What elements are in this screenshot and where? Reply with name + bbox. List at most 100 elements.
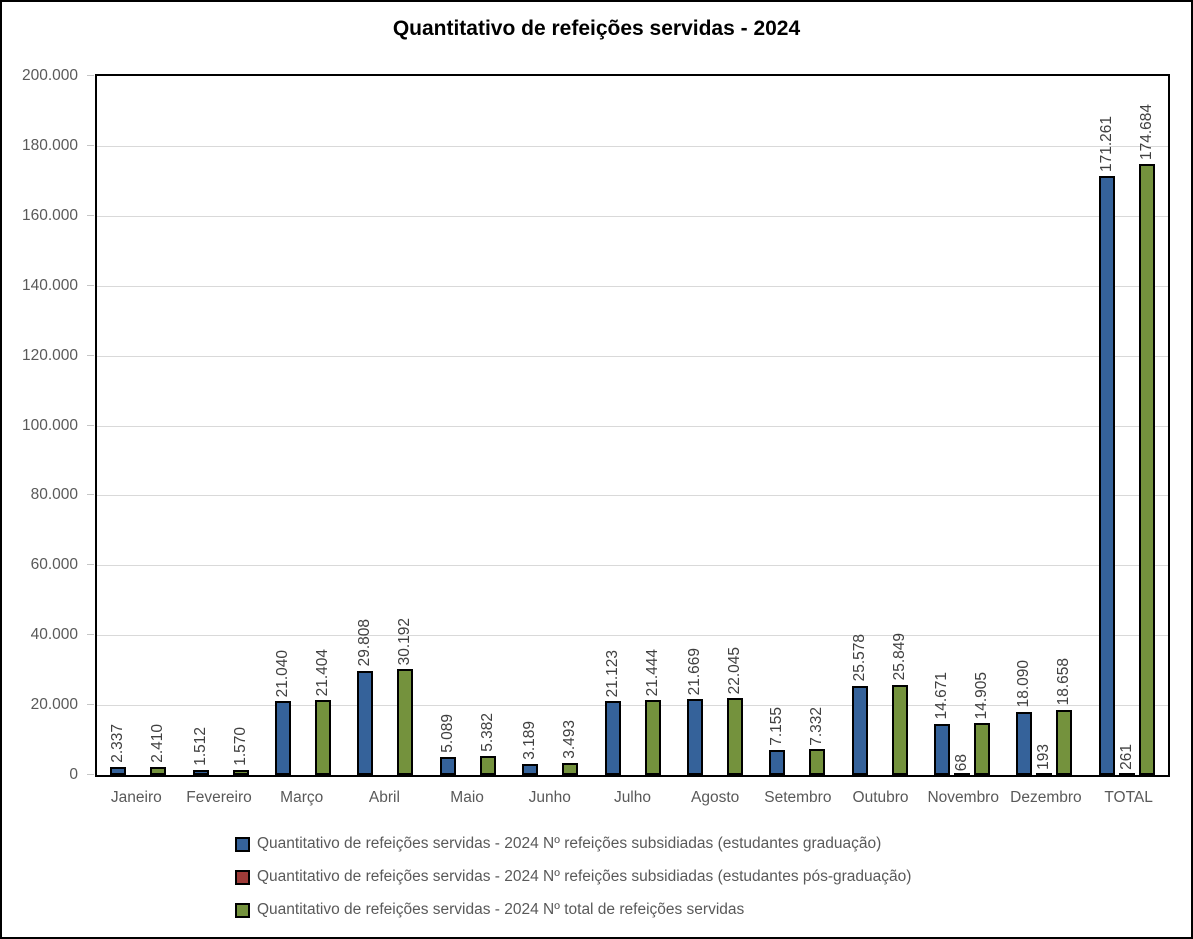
bar-slot-pos-graduacao: 68	[953, 76, 971, 775]
bar-slot-pos-graduacao	[542, 76, 558, 775]
bar-group: 21.123 21.444	[591, 76, 673, 775]
x-axis: Janeiro Fevereiro Março Abril Maio Junho Julho…	[95, 789, 1170, 807]
bar-group: 171.261 261 174.684	[1086, 76, 1168, 775]
y-axis-tick-label: 40.000	[30, 626, 78, 644]
bar-value-label: 18.090	[1015, 660, 1033, 708]
bar-slot-total: 3.493	[561, 76, 579, 775]
plot-area: 2.337 2.410 1.512 1.570 21.040 21.404 29.808 30…	[95, 74, 1170, 777]
y-axis-tick	[87, 214, 94, 216]
bar-graduacao	[357, 671, 374, 775]
bar-value-label: 7.332	[808, 706, 826, 746]
bar-value-label: 5.089	[438, 714, 456, 754]
bar-value-label: 29.808	[356, 619, 374, 667]
gridline	[97, 705, 1168, 707]
bar-value-label: 5.382	[478, 713, 496, 753]
y-axis-tick	[87, 564, 94, 566]
bar-value-label: 3.493	[561, 720, 579, 759]
bar-graduacao	[192, 770, 209, 775]
bar-slot-total: 2.410	[149, 76, 167, 775]
bar-value-label: 3.189	[521, 721, 539, 760]
y-axis-tick-label: 140.000	[21, 276, 78, 294]
bar-slot-total: 25.849	[890, 76, 908, 775]
bar-value-label: 7.155	[768, 707, 786, 746]
bar-value-label: 30.192	[396, 618, 414, 666]
bar-value-label: 25.849	[890, 633, 908, 681]
bar-slot-graduacao: 7.155	[768, 76, 786, 775]
bar-slot-total: 22.045	[726, 76, 743, 775]
bar-graduacao	[1016, 712, 1033, 775]
gridline	[97, 355, 1168, 357]
bar-slot-total: 14.905	[973, 76, 991, 775]
bar-value-label: 2.410	[149, 723, 167, 763]
bar-slot-graduacao: 21.040	[274, 76, 291, 775]
y-axis-tick-label: 60.000	[30, 556, 78, 574]
x-axis-category-label: Setembro	[764, 789, 832, 806]
bar-slot-graduacao: 18.090	[1015, 76, 1033, 775]
y-axis-tick-label: 200.000	[21, 67, 78, 84]
bar-graduacao	[851, 686, 868, 775]
bar-pos-graduacao	[954, 773, 971, 775]
gridline	[97, 425, 1168, 427]
bar-total	[891, 685, 908, 775]
legend-label: Quantitativo de refeições servidas - 202…	[257, 835, 882, 852]
bar-slot-pos-graduacao: 261	[1118, 76, 1135, 775]
bar-value-label: 2.337	[109, 724, 127, 763]
bar-slot-pos-graduacao	[707, 76, 723, 775]
bar-value-label: 1.512	[191, 726, 209, 766]
bar-total	[974, 723, 991, 775]
y-axis-tick	[87, 424, 94, 426]
y-axis-tick-label: 20.000	[30, 696, 78, 714]
bar-group: 7.155 7.332	[756, 76, 838, 775]
y-axis-tick	[87, 774, 94, 775]
gridline	[97, 565, 1168, 567]
bar-total	[726, 698, 743, 775]
x-axis-category-label: Março	[280, 789, 324, 806]
y-axis-tick	[87, 704, 94, 706]
bar-value-label: 193	[1035, 744, 1053, 771]
x-axis-category-label: Outubro	[852, 789, 909, 806]
bar-slot-total: 30.192	[396, 76, 414, 775]
x-axis-category-label: Julho	[613, 789, 651, 806]
bar-total	[397, 669, 414, 775]
bar-slot-total: 18.658	[1055, 76, 1073, 775]
bar-pos-graduacao	[1036, 773, 1053, 775]
bar-value-label: 171.261	[1097, 116, 1115, 173]
y-axis-tick-label: 180.000	[21, 136, 78, 154]
gridline	[97, 495, 1168, 497]
legend: Quantitativo de refeições servidas - 202…	[235, 835, 911, 919]
bar-groups: 2.337 2.410 1.512 1.570 21.040 21.404 29.808 30…	[97, 76, 1168, 775]
bar-slot-total: 7.332	[808, 76, 826, 775]
bar-value-label: 1.570	[231, 726, 249, 766]
x-axis-category-label: Maio	[450, 789, 484, 806]
bar-group: 5.089 5.382	[427, 76, 509, 775]
bar-slot-pos-graduacao	[625, 76, 641, 775]
bar-slot-graduacao: 25.578	[851, 76, 868, 775]
bar-group: 25.578 25.849	[839, 76, 921, 775]
y-axis-tick	[87, 144, 94, 146]
legend-item-graduacao: Quantitativo de refeições servidas - 202…	[235, 835, 911, 853]
bar-pos-graduacao	[1118, 773, 1135, 775]
bar-total	[150, 767, 167, 775]
y-axis-tick-label: 80.000	[30, 486, 78, 504]
bar-slot-pos-graduacao	[377, 76, 393, 775]
bar-total	[1138, 164, 1155, 775]
bar-group: 2.337 2.410	[97, 76, 179, 775]
bar-group: 1.512 1.570	[179, 76, 261, 775]
plot-area-inner: 2.337 2.410 1.512 1.570 21.040 21.404 29.808 30…	[97, 76, 1168, 775]
bar-slot-pos-graduacao	[460, 76, 476, 775]
bar-graduacao	[934, 724, 951, 775]
bar-graduacao	[439, 757, 456, 775]
bar-value-label: 68	[953, 753, 971, 771]
bar-group: 14.671 68 14.905	[921, 76, 1003, 775]
legend-item-total: Quantitativo de refeições servidas - 202…	[235, 901, 911, 919]
bar-total	[1056, 710, 1073, 775]
y-axis-tick-label: 100.000	[21, 416, 78, 434]
bar-value-label: 21.669	[685, 647, 703, 696]
bar-slot-total: 174.684	[1138, 76, 1155, 775]
bar-slot-graduacao: 1.512	[191, 76, 209, 775]
y-axis-tick-label: 0	[69, 766, 78, 783]
y-axis-tick	[87, 354, 94, 356]
legend-marker-icon	[235, 902, 250, 918]
bar-slot-pos-graduacao: 193	[1035, 76, 1053, 775]
